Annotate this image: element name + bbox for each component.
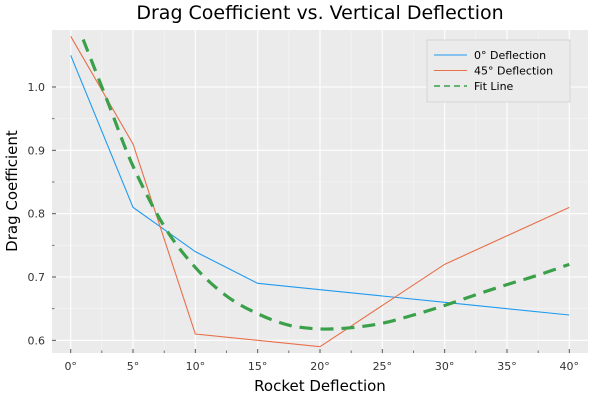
y-tick-label: 0.7 (28, 271, 46, 284)
x-tick-label: 0° (64, 360, 77, 373)
x-tick-label: 5° (127, 360, 140, 373)
legend-label: 0° Deflection (474, 49, 546, 62)
x-tick-label: 25° (373, 360, 393, 373)
legend-label: 45° Deflection (474, 65, 553, 78)
y-tick-label: 1.0 (28, 81, 46, 94)
x-tick-label: 20° (310, 360, 330, 373)
x-tick-label: 30° (435, 360, 455, 373)
series-line-0 (70, 55, 570, 316)
legend-label: Fit Line (474, 80, 514, 93)
series-layer (70, 36, 570, 348)
grid (52, 30, 588, 353)
y-tick-label: 0.6 (28, 334, 46, 347)
series-line-fit (81, 38, 570, 331)
axis-ticks: 0° 5° 10° 15° 20° 25° 30° 35° 40° 0.6 0.7 0.8 0.9 1.0 (28, 81, 580, 373)
x-tick-label: 40° (560, 360, 580, 373)
chart-title: Drag Coefficient vs. Vertical Deflection (136, 2, 503, 24)
y-tick-label: 0.9 (28, 144, 46, 157)
legend: 0° Deflection 45° Deflection Fit Line (426, 39, 571, 103)
series-line-1 (70, 36, 570, 348)
x-tick-label: 35° (497, 360, 517, 373)
x-tick-label: 15° (248, 360, 268, 373)
x-tick-label: 10° (186, 360, 206, 373)
x-axis-title: Rocket Deflection (254, 377, 386, 395)
y-tick-label: 0.8 (28, 208, 46, 221)
y-axis-title: Drag Coefficient (3, 130, 21, 252)
